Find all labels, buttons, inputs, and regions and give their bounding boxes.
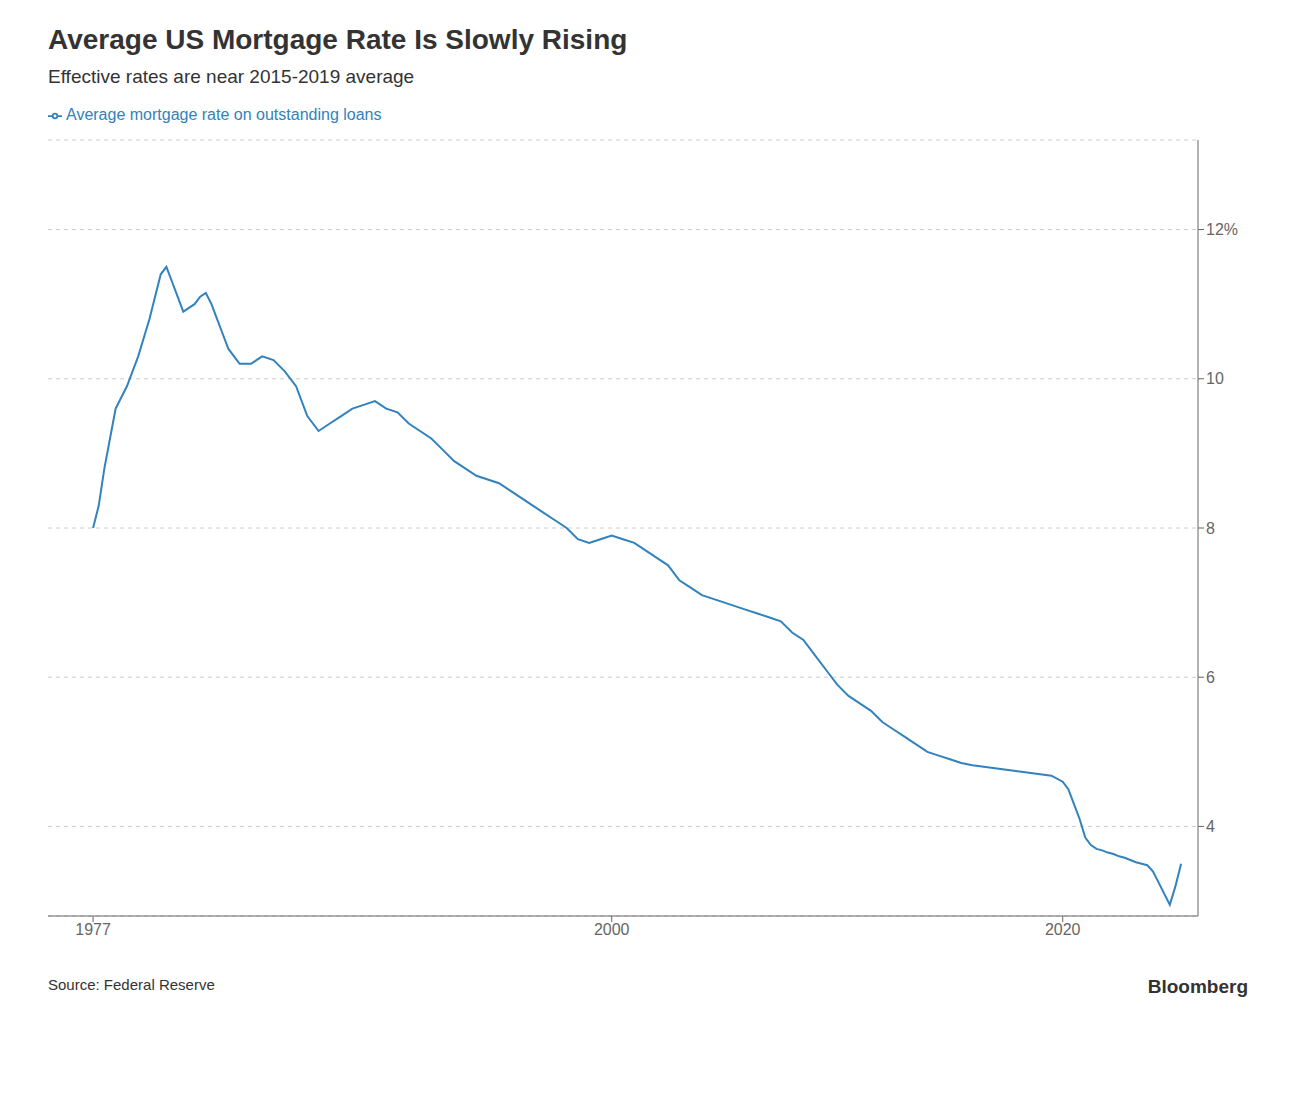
svg-text:4: 4	[1206, 818, 1215, 835]
svg-text:6: 6	[1206, 669, 1215, 686]
html-text:Bloomberg: Bloomberg	[1147, 976, 1248, 997]
svg-text:2020: 2020	[1045, 921, 1081, 938]
svg-text:2000: 2000	[594, 921, 630, 938]
html-text:Source: Federal Reserve: Source: Federal Reserve	[48, 976, 215, 993]
svg-text:12%: 12%	[1206, 221, 1238, 238]
svg-text:1977: 1977	[75, 921, 111, 938]
html-text:Effective rates are near 2015-: Effective rates are near 2015-2019 avera…	[48, 66, 415, 87]
html-text:Average mortgage rate on outst: Average mortgage rate on outstanding loa…	[66, 106, 382, 123]
svg-text:8: 8	[1206, 520, 1215, 537]
html-text:Average US Mortgage Rate Is Sl: Average US Mortgage Rate Is Slowly Risin…	[48, 24, 628, 55]
svg-text:10: 10	[1206, 370, 1224, 387]
